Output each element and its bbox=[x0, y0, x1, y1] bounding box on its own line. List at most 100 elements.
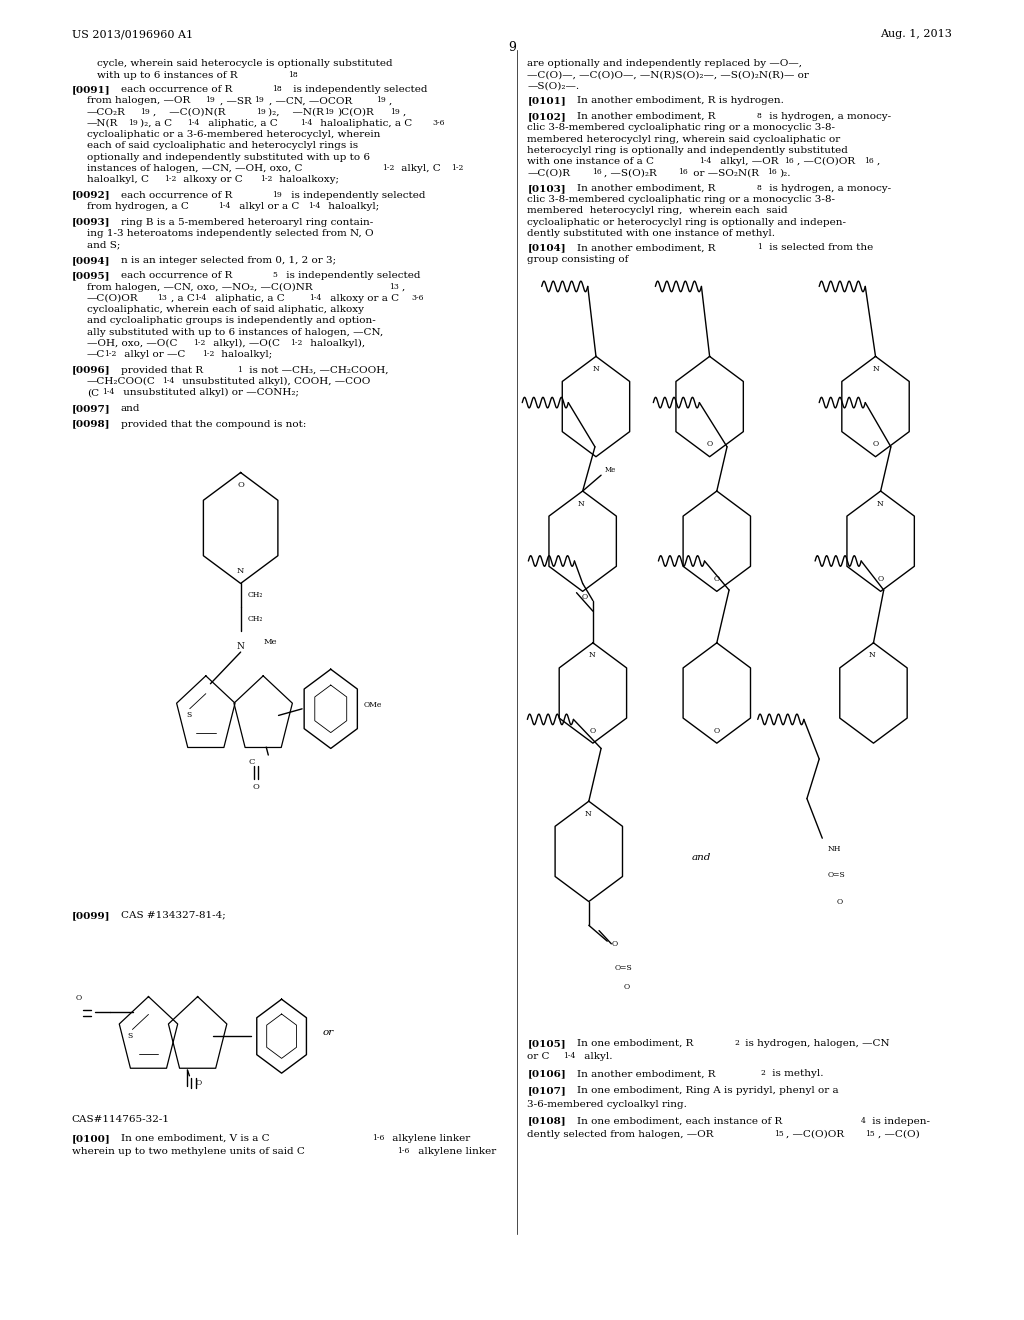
Text: 1-2: 1-2 bbox=[104, 350, 117, 358]
Text: N: N bbox=[589, 651, 595, 660]
Text: O: O bbox=[837, 898, 843, 906]
Text: In another embodiment, R: In another embodiment, R bbox=[577, 1069, 715, 1078]
Text: 3-6: 3-6 bbox=[412, 294, 424, 302]
Text: Aug. 1, 2013: Aug. 1, 2013 bbox=[881, 29, 952, 40]
Text: 19: 19 bbox=[254, 96, 264, 104]
Text: with one instance of a C: with one instance of a C bbox=[527, 157, 654, 166]
Text: N: N bbox=[237, 568, 245, 576]
Text: 1-4: 1-4 bbox=[563, 1052, 575, 1060]
Text: from hydrogen, a C: from hydrogen, a C bbox=[87, 202, 188, 211]
Text: alkoxy or C: alkoxy or C bbox=[180, 176, 243, 183]
Text: cycloaliphatic or heterocyclyl ring is optionally and indepen-: cycloaliphatic or heterocyclyl ring is o… bbox=[527, 218, 847, 227]
Text: or: or bbox=[323, 1028, 334, 1036]
Text: , —C(O): , —C(O) bbox=[878, 1130, 920, 1139]
Text: 1-2: 1-2 bbox=[164, 176, 176, 183]
Text: is hydrogen, a monocy-: is hydrogen, a monocy- bbox=[766, 112, 891, 121]
Text: is hydrogen, halogen, —CN: is hydrogen, halogen, —CN bbox=[742, 1039, 890, 1048]
Text: 2: 2 bbox=[761, 1069, 766, 1077]
Text: is independently selected: is independently selected bbox=[290, 86, 427, 94]
Text: [0097]: [0097] bbox=[72, 404, 111, 413]
Text: —CH₂COO(C: —CH₂COO(C bbox=[87, 378, 156, 385]
Text: 5: 5 bbox=[272, 272, 278, 280]
Text: 15: 15 bbox=[865, 1130, 876, 1138]
Text: 19: 19 bbox=[205, 96, 215, 104]
Text: 1-4: 1-4 bbox=[162, 378, 174, 385]
Text: 1-4: 1-4 bbox=[102, 388, 115, 396]
Text: 16: 16 bbox=[592, 168, 602, 177]
Text: and: and bbox=[121, 404, 140, 413]
Text: O: O bbox=[76, 994, 82, 1002]
Text: membered  heterocyclyl ring,  wherein each  said: membered heterocyclyl ring, wherein each… bbox=[527, 206, 788, 215]
Text: aliphatic, a C: aliphatic, a C bbox=[212, 294, 285, 302]
Text: 19: 19 bbox=[390, 108, 400, 116]
Text: ing 1-3 heteroatoms independently selected from N, O: ing 1-3 heteroatoms independently select… bbox=[87, 228, 374, 238]
Text: is hydrogen, a monocy-: is hydrogen, a monocy- bbox=[766, 183, 891, 193]
Text: —OH, oxo, —O(C: —OH, oxo, —O(C bbox=[87, 339, 177, 347]
Text: C: C bbox=[249, 758, 255, 766]
Text: 1-2: 1-2 bbox=[452, 164, 464, 172]
Text: 8: 8 bbox=[757, 183, 762, 191]
Text: 1-4: 1-4 bbox=[300, 119, 312, 127]
Text: , —SR: , —SR bbox=[220, 96, 252, 106]
Text: haloalkyl;: haloalkyl; bbox=[325, 202, 379, 211]
Text: cycloaliphatic, wherein each of said aliphatic, alkoxy: cycloaliphatic, wherein each of said ali… bbox=[87, 305, 365, 314]
Text: 9: 9 bbox=[508, 41, 516, 54]
Text: is independently selected: is independently selected bbox=[288, 190, 425, 199]
Text: ,: , bbox=[402, 108, 406, 116]
Text: [0099]: [0099] bbox=[72, 911, 111, 920]
Text: —S(O)₂—.: —S(O)₂—. bbox=[527, 82, 580, 91]
Text: ,: , bbox=[389, 96, 392, 106]
Text: N: N bbox=[869, 651, 876, 660]
Text: 2: 2 bbox=[734, 1039, 739, 1047]
Text: alkyl), —O(C: alkyl), —O(C bbox=[210, 339, 280, 348]
Text: provided that R: provided that R bbox=[121, 366, 203, 375]
Text: 3-6: 3-6 bbox=[432, 119, 444, 127]
Text: 18: 18 bbox=[272, 86, 283, 94]
Text: is independently selected: is independently selected bbox=[283, 272, 420, 280]
Text: O: O bbox=[707, 440, 713, 449]
Text: unsubstituted alkyl) or —CONH₂;: unsubstituted alkyl) or —CONH₂; bbox=[120, 388, 299, 397]
Text: [0102]: [0102] bbox=[527, 112, 566, 121]
Text: 19: 19 bbox=[256, 108, 266, 116]
Text: alkoxy or a C: alkoxy or a C bbox=[327, 294, 398, 302]
Text: [0104]: [0104] bbox=[527, 243, 566, 252]
Text: [0101]: [0101] bbox=[527, 96, 566, 106]
Text: O: O bbox=[878, 574, 884, 583]
Text: In another embodiment, R: In another embodiment, R bbox=[577, 112, 715, 121]
Text: cycle, wherein said heterocycle is optionally substituted: cycle, wherein said heterocycle is optio… bbox=[97, 59, 393, 69]
Text: —C: —C bbox=[87, 350, 105, 359]
Text: [0091]: [0091] bbox=[72, 86, 111, 94]
Text: [0106]: [0106] bbox=[527, 1069, 566, 1078]
Text: [0100]: [0100] bbox=[72, 1134, 111, 1143]
Text: O: O bbox=[238, 480, 244, 488]
Text: 1-4: 1-4 bbox=[309, 294, 322, 302]
Text: 15: 15 bbox=[774, 1130, 784, 1138]
Text: alkylene linker: alkylene linker bbox=[415, 1147, 496, 1156]
Text: 1-2: 1-2 bbox=[202, 350, 214, 358]
Text: with up to 6 instances of R: with up to 6 instances of R bbox=[97, 70, 238, 79]
Text: , —S(O)₂R: , —S(O)₂R bbox=[604, 168, 657, 177]
Text: 1-2: 1-2 bbox=[382, 164, 394, 172]
Text: each occurrence of R: each occurrence of R bbox=[121, 190, 232, 199]
Text: , —CN, —OCOR: , —CN, —OCOR bbox=[269, 96, 352, 106]
Text: 18: 18 bbox=[288, 70, 298, 79]
Text: 1: 1 bbox=[238, 366, 243, 374]
Text: aliphatic, a C: aliphatic, a C bbox=[205, 119, 278, 128]
Text: (C: (C bbox=[87, 388, 99, 397]
Text: is selected from the: is selected from the bbox=[766, 243, 873, 252]
Text: , a C: , a C bbox=[171, 294, 195, 302]
Text: O=S: O=S bbox=[827, 871, 845, 879]
Text: unsubstituted alkyl), COOH, —COO: unsubstituted alkyl), COOH, —COO bbox=[179, 378, 371, 385]
Text: —C(O)—, —C(O)O—, —N(R)S(O)₂—, —S(O)₂N(R)— or: —C(O)—, —C(O)O—, —N(R)S(O)₂—, —S(O)₂N(R)… bbox=[527, 70, 809, 79]
Text: O: O bbox=[196, 1078, 202, 1088]
Text: 1-4: 1-4 bbox=[187, 119, 200, 127]
Text: from halogen, —OR: from halogen, —OR bbox=[87, 96, 190, 106]
Text: each of said cycloaliphatic and heterocyclyl rings is: each of said cycloaliphatic and heterocy… bbox=[87, 141, 358, 150]
Text: —N(R: —N(R bbox=[87, 119, 119, 128]
Text: ally substituted with up to 6 instances of halogen, —CN,: ally substituted with up to 6 instances … bbox=[87, 327, 383, 337]
Text: alkyl, C: alkyl, C bbox=[398, 164, 441, 173]
Text: O: O bbox=[624, 983, 630, 991]
Text: haloalkoxy;: haloalkoxy; bbox=[276, 176, 340, 183]
Text: or C: or C bbox=[527, 1052, 550, 1061]
Text: is methyl.: is methyl. bbox=[769, 1069, 823, 1078]
